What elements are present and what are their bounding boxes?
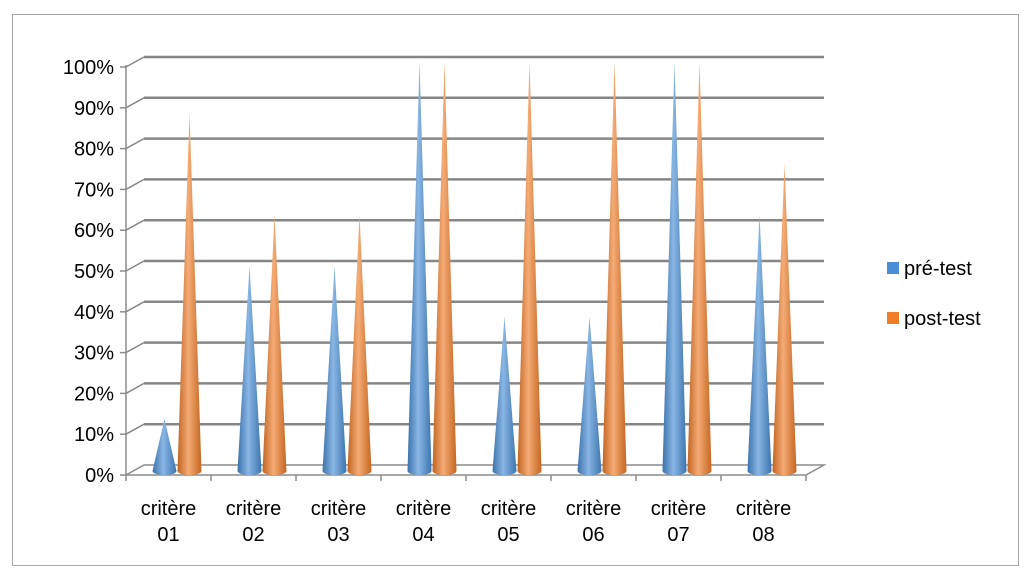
cone-post-test-5 <box>517 62 542 475</box>
legend-swatch <box>887 262 899 274</box>
legend: pré-test post-test <box>887 258 981 330</box>
gridline-side <box>125 260 145 272</box>
y-tick-labels: 0% 10% 20% 30% 40% 50% 60% 70% 80% 90% 100% <box>63 57 114 487</box>
y-tick-label: 30% <box>74 343 114 365</box>
x-category-labels: critère 01 critère 02 critère 03 critère 04 crit… <box>141 498 792 546</box>
gridline-side <box>125 97 145 109</box>
cone-post-test-4 <box>432 62 457 475</box>
floor-plane <box>123 464 827 476</box>
cone-post-test-2 <box>262 215 287 475</box>
x-category-label: critère 07 <box>651 498 707 546</box>
cone-mark <box>492 317 517 475</box>
y-tick-label: 80% <box>74 139 114 161</box>
cone-mark <box>577 317 602 475</box>
cone-pré-test-8 <box>747 215 772 475</box>
cone-pré-test-1 <box>152 419 177 475</box>
gridlines <box>120 55 824 481</box>
gridline-side <box>125 301 145 313</box>
gridline-side <box>125 56 145 68</box>
x-category-label: critère 06 <box>566 498 622 546</box>
gridline-side <box>125 219 145 231</box>
cone-post-test-8 <box>772 164 797 475</box>
cone-pré-test-3 <box>322 266 347 475</box>
legend-label: pré-test <box>904 258 972 280</box>
y-tick-label: 90% <box>74 98 114 120</box>
cone-post-test-1 <box>177 113 202 475</box>
x-category-label: critère 02 <box>226 498 282 546</box>
gridline-side <box>125 423 145 435</box>
cone-post-test-3 <box>347 215 372 475</box>
y-tick-label: 0% <box>85 465 114 487</box>
cone-mark <box>237 266 262 475</box>
cone-post-test-7 <box>687 62 712 475</box>
cone-mark <box>152 419 177 475</box>
x-category-label: critère 08 <box>736 498 792 546</box>
cone-mark <box>407 62 432 475</box>
cone-mark <box>602 62 627 475</box>
x-category-label: critère 01 <box>141 498 197 546</box>
legend-label: post-test <box>904 308 981 330</box>
y-tick-label: 70% <box>74 179 114 201</box>
cone-mark <box>662 62 687 475</box>
legend-swatch <box>887 312 899 324</box>
cone-pré-test-4 <box>407 62 432 475</box>
gridline-side <box>125 382 145 395</box>
cone-mark <box>322 266 347 475</box>
cone-mark <box>687 62 712 475</box>
gridline-side <box>125 341 145 354</box>
cone-pré-test-2 <box>237 266 262 475</box>
cone-mark <box>747 215 772 475</box>
cone-pré-test-7 <box>662 62 687 475</box>
y-tick-label: 100% <box>63 57 114 79</box>
gridline-side <box>125 137 145 150</box>
cone-pré-test-6 <box>577 317 602 475</box>
y-tick-label: 50% <box>74 261 114 283</box>
cone-post-test-6 <box>602 62 627 475</box>
chart-frame: 0% 10% 20% 30% 40% 50% 60% 70% 80% 90% 100% critèr… <box>12 14 1019 566</box>
chart-marks <box>152 62 797 475</box>
cone-mark <box>347 215 372 475</box>
cone-bar-chart: 0% 10% 20% 30% 40% 50% 60% 70% 80% 90% 100% critèr… <box>63 55 981 546</box>
chart-walls <box>123 65 827 476</box>
gridline-side <box>125 178 145 191</box>
cone-mark <box>772 164 797 475</box>
cone-mark <box>517 62 542 475</box>
y-tick-label: 60% <box>74 220 114 242</box>
y-tick-label: 20% <box>74 383 114 405</box>
cone-mark <box>432 62 457 475</box>
cone-pré-test-5 <box>492 317 517 475</box>
cone-mark <box>262 215 287 475</box>
x-category-label: critère 03 <box>311 498 367 546</box>
x-category-label: critère 04 <box>396 498 452 546</box>
y-tick-label: 10% <box>74 424 114 446</box>
y-tick-label: 40% <box>74 302 114 324</box>
x-category-label: critère 05 <box>481 498 537 546</box>
cone-mark <box>177 113 202 475</box>
